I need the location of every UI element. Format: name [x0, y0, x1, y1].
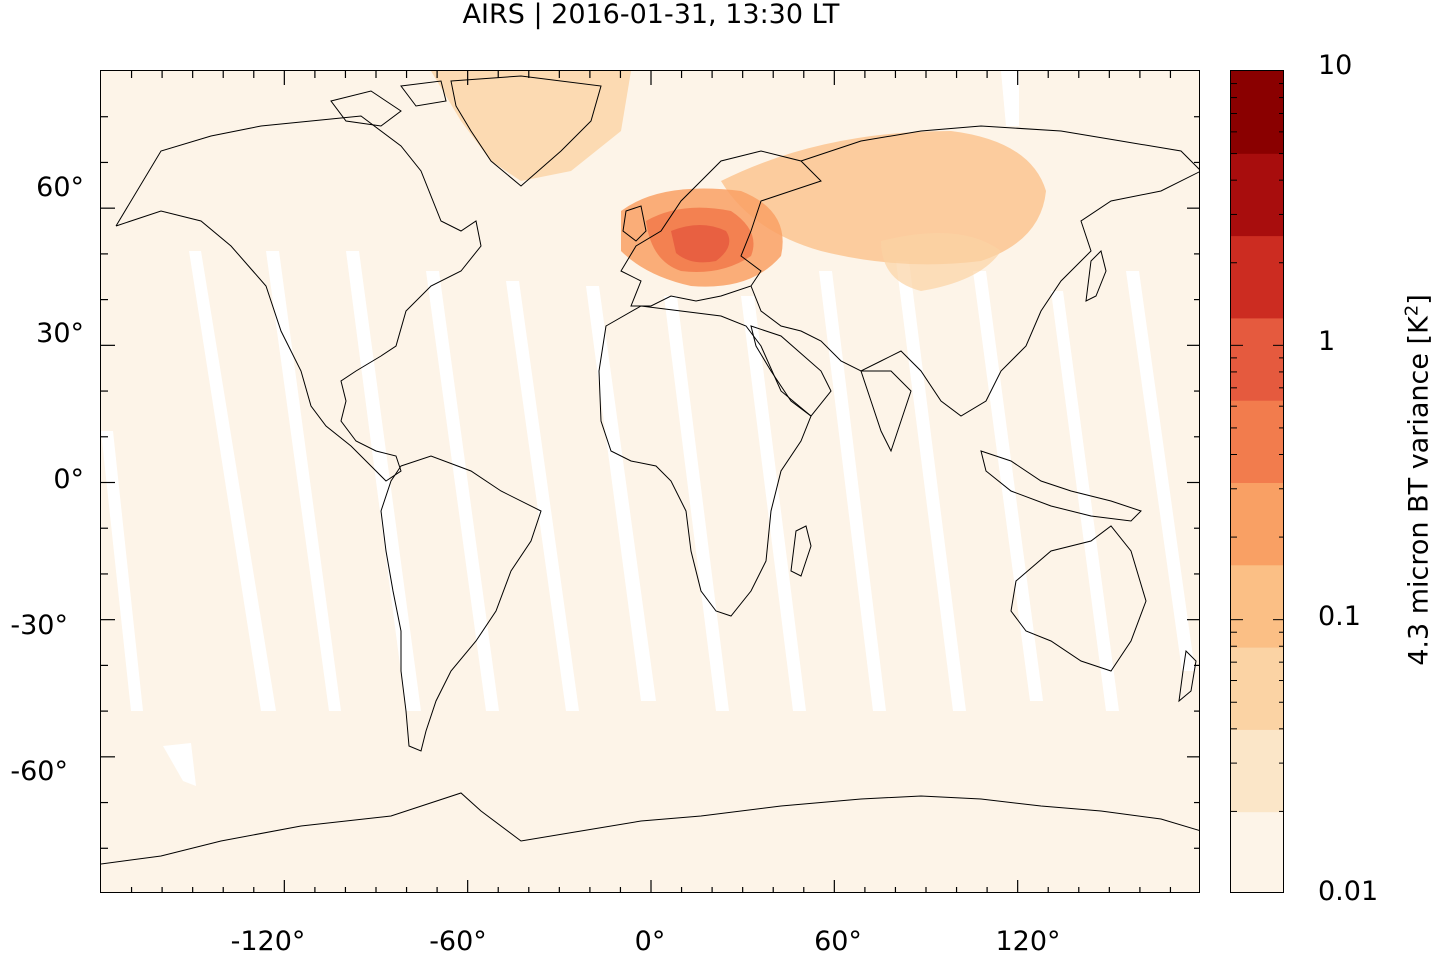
orbit-gap [1051, 291, 1119, 711]
colorbar-band [1231, 811, 1283, 892]
orbit-gap [1126, 271, 1195, 671]
orbit-gap [1001, 71, 1019, 126]
colorbar-tick-label: 10 [1318, 50, 1353, 81]
world-map [101, 71, 1199, 892]
colorbar-band [1231, 153, 1283, 237]
orbit-gap [896, 261, 966, 711]
orbit-gap [189, 251, 276, 711]
orbit-gaps [101, 71, 1195, 786]
coast-arctic-islands [330, 80, 447, 127]
lon-tick-label: 0° [634, 926, 666, 957]
coast-british-isles [622, 205, 647, 242]
variance-europe-peak [671, 225, 730, 263]
coastlines [101, 75, 1199, 865]
coast-japan [1085, 250, 1107, 302]
lat-tick-label: 60° [36, 172, 84, 203]
lat-tick-label: -60° [10, 756, 68, 787]
coast-greenland [450, 75, 602, 187]
lat-tick-label: 0° [53, 464, 84, 495]
orbit-gap [426, 271, 499, 711]
variance-greenland [431, 71, 631, 181]
coast-india [860, 370, 912, 453]
coast-africa [598, 305, 812, 617]
coast-europe [620, 150, 822, 307]
orbit-gap [266, 251, 341, 711]
map-plot-area [100, 70, 1200, 893]
colorbar-scale [1231, 71, 1283, 892]
colorbar-title-end: ] [1403, 294, 1435, 305]
lon-tick-label: -120° [230, 926, 306, 957]
orbit-gap [506, 281, 579, 711]
colorbar-band [1231, 564, 1283, 648]
colorbar-tick-label: 1 [1318, 326, 1336, 357]
colorbar-tick-label: 0.01 [1318, 876, 1379, 907]
colorbar [1230, 70, 1284, 893]
lon-tick-label: 60° [814, 926, 862, 957]
colorbar-band [1231, 400, 1283, 483]
lat-tick-label: 30° [36, 318, 84, 349]
colorbar-band [1231, 317, 1283, 401]
colorbar-title: 4.3 micron BT variance [K2] [1402, 294, 1435, 666]
coast-madagascar [790, 525, 812, 577]
colorbar-band [1231, 71, 1283, 154]
coast-australia [1010, 525, 1147, 672]
coast-new-zealand [1178, 649, 1197, 703]
orbit-gap [101, 431, 143, 711]
variance-siberia [721, 131, 1046, 265]
variance-east-asia [881, 233, 1001, 291]
coast-arabia [750, 325, 832, 417]
coast-north-america [115, 115, 482, 482]
colorbar-band [1231, 647, 1283, 730]
map-title: AIRS | 2016-01-31, 13:30 LT [462, 0, 840, 30]
variance-regions [431, 71, 1046, 291]
colorbar-band [1231, 235, 1283, 319]
colorbar-title-text: 4.3 micron BT variance [K [1403, 316, 1435, 666]
orbit-gap [163, 743, 196, 786]
colorbar-tick-label: 0.1 [1318, 601, 1361, 632]
lon-tick-label: -60° [429, 926, 487, 957]
colorbar-title-sup: 2 [1401, 304, 1423, 317]
coast-indonesia [980, 450, 1142, 522]
axis-ticks [101, 71, 1199, 892]
coast-asia [750, 125, 1199, 417]
colorbar-band [1231, 482, 1283, 566]
orbit-gap [973, 271, 1043, 701]
orbit-gap [741, 296, 806, 711]
coast-south-america [380, 455, 542, 752]
lon-tick-label: 120° [995, 926, 1061, 957]
coast-antarctica [101, 792, 1199, 865]
orbit-gap [819, 271, 886, 711]
lat-tick-label: -30° [10, 610, 68, 641]
colorbar-band [1231, 729, 1283, 813]
orbit-gap [586, 286, 656, 701]
